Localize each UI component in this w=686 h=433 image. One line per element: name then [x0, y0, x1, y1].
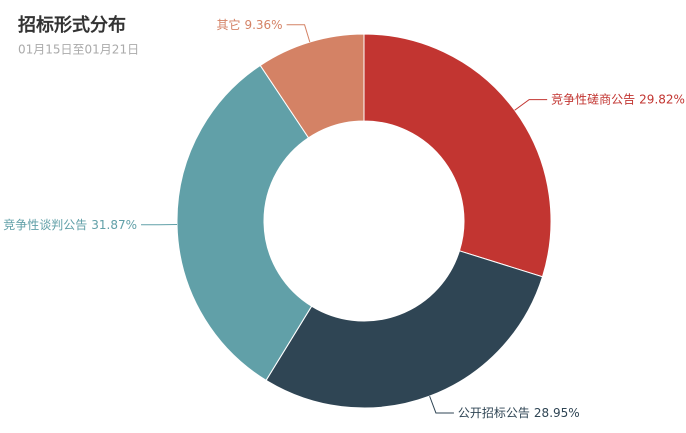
donut-slice	[259, 33, 365, 139]
donut-slice	[363, 33, 552, 278]
slice-label: 竞争性磋商公告 29.82%	[551, 91, 685, 106]
leader-line	[514, 99, 548, 111]
slice-label: 竞争性谈判公告 31.87%	[3, 217, 137, 231]
donut-slice	[265, 250, 544, 409]
donut-slice	[176, 64, 313, 382]
leader-line	[286, 24, 311, 43]
slice-label-name: 竞争性谈判公告	[3, 217, 87, 231]
slice-label-name: 其它	[216, 16, 240, 31]
leader-line	[429, 395, 454, 414]
slice-label-value: 9.36%	[244, 17, 282, 31]
chart-title: 招标形式分布	[18, 14, 126, 36]
slice-label: 其它 9.36%	[216, 16, 282, 31]
slice-label-name: 竞争性磋商公告	[551, 91, 635, 106]
chart-subtitle: 01月15日至01月21日	[18, 43, 139, 57]
slice-label-value: 29.82%	[639, 92, 685, 106]
slice-label: 公开招标公告 28.95%	[458, 405, 580, 419]
slice-label-value: 31.87%	[91, 217, 137, 231]
slice-label-value: 28.95%	[534, 405, 580, 419]
slice-label-name: 公开招标公告	[458, 405, 530, 419]
